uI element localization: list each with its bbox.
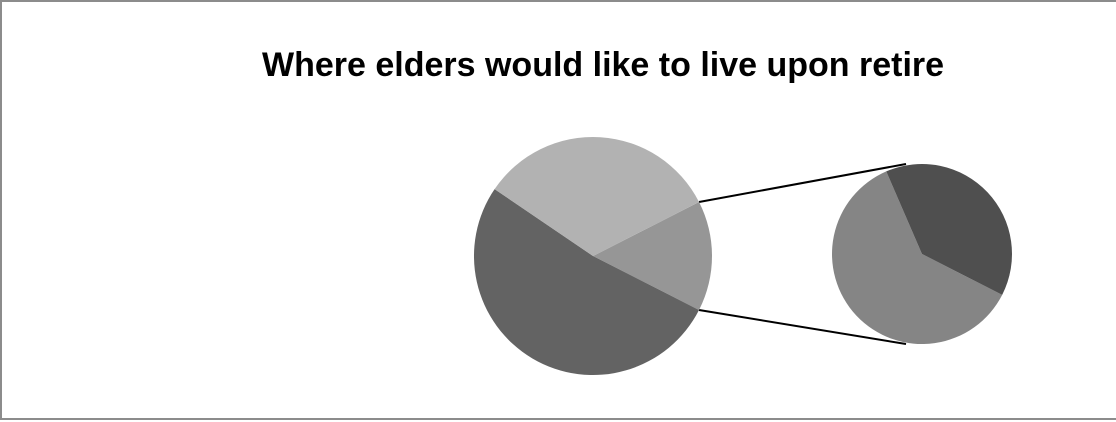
connector-line-bottom xyxy=(698,309,907,345)
main-pie-slice xyxy=(593,201,712,311)
main-pie xyxy=(473,137,712,376)
main-pie-slice xyxy=(494,137,700,256)
secondary-pie-slice xyxy=(832,171,1003,344)
connector-lines xyxy=(698,163,907,345)
connector-line-top xyxy=(698,163,907,203)
chart-title: Where elders would like to live upon ret… xyxy=(262,46,945,84)
secondary-pie-slice xyxy=(886,163,1013,295)
main-pie-slice xyxy=(473,189,700,376)
secondary-pie xyxy=(832,163,1013,344)
